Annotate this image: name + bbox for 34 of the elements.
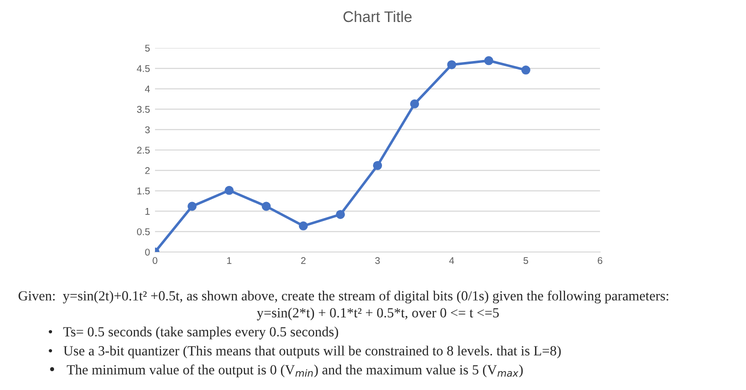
text: y=sin(2*t) + 0.1*t² + 0.5*t, over 0 <= t <=5 <box>256 308 499 320</box>
point <box>484 56 494 66</box>
y-tick-label: 0.5 <box>137 228 150 236</box>
x-tick-label: 3 <box>375 257 380 264</box>
y-tick-label: 2.5 <box>137 146 150 154</box>
text: • Use a 3-bit quantizer (This means that outputs will be constrained to 8 levels. that is L=8) <box>48 346 561 358</box>
text: • Ts= 0.5 seconds (take samples every 0.5 seconds) <box>48 326 338 340</box>
y-tick-label: 2 <box>145 167 150 174</box>
y-tick-label: 3 <box>145 126 150 134</box>
point <box>336 210 345 219</box>
x-tick-label: 0 <box>152 257 158 264</box>
point <box>262 202 271 211</box>
point <box>224 186 234 195</box>
point <box>372 160 382 170</box>
y-tick-label: 1 <box>145 208 150 215</box>
x-tick-label: 4 <box>449 257 454 264</box>
point <box>521 66 530 75</box>
x-tick-label: 6 <box>598 257 602 264</box>
y-tick-label: 3.5 <box>136 106 150 113</box>
text: • The minimum value of the output is 0 (V$_{min}$) and the maximum value is 5 (V$_{max}$) <box>50 364 523 378</box>
point <box>298 221 308 230</box>
x-tick-label: 5 <box>524 257 528 264</box>
point <box>447 60 456 70</box>
point <box>188 202 197 211</box>
y-tick-label: 5 <box>145 44 150 52</box>
chart-title: Chart Title <box>343 10 412 22</box>
y-tick-label: 4.5 <box>136 65 150 72</box>
y-tick-label: 0 <box>145 248 150 256</box>
x-tick-label: 1 <box>227 257 232 264</box>
point <box>410 99 420 108</box>
y-tick-label: 1.5 <box>137 188 150 194</box>
text: Given: y=sin(2t)+0.1t² +0.5t, as shown above, create the stream of digital bits (0/1s) given the following parameters: <box>18 290 668 304</box>
x-tick-label: 2 <box>301 257 306 264</box>
y-tick-label: 4 <box>144 86 150 92</box>
